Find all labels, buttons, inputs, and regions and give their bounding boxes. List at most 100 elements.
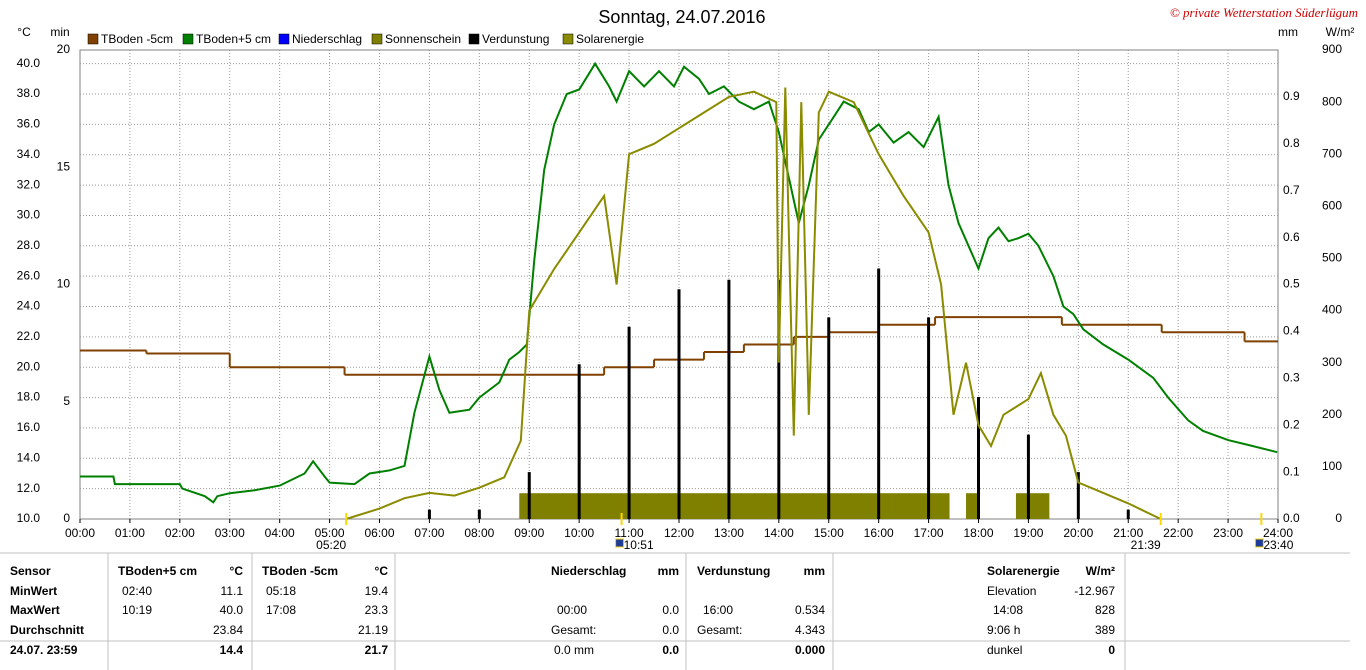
- table-cell: 828: [1095, 603, 1115, 617]
- table-cell: dunkel: [987, 643, 1022, 657]
- y-tick-label: 0.6: [1283, 230, 1300, 244]
- axis-unit: W/m²: [1326, 25, 1355, 39]
- x-tick-label: 02:00: [165, 526, 195, 540]
- marker-label: 21:39: [1131, 538, 1161, 552]
- y-tick-label: 900: [1322, 42, 1342, 56]
- table-cell: Elevation: [987, 584, 1036, 598]
- legend-swatch: [87, 33, 99, 45]
- legend-swatch: [562, 33, 574, 45]
- y-tick-label: 30.0: [17, 208, 41, 222]
- table-cell: 23.3: [365, 603, 389, 617]
- y-tick-label: 0: [1335, 511, 1342, 525]
- x-tick-label: 12:00: [664, 526, 694, 540]
- y-tick-label: 0.3: [1283, 370, 1300, 384]
- table-cell: 0.0 mm: [554, 643, 594, 657]
- table-cell: 17:08: [266, 603, 296, 617]
- marker-label: 23:40: [1263, 538, 1293, 552]
- y-tick-label: 5: [63, 394, 70, 408]
- y-tick-label: 0: [63, 511, 70, 525]
- interval-bar: [966, 493, 979, 519]
- table-cell: 19.4: [365, 584, 389, 598]
- table-cell: 02:40: [122, 584, 152, 598]
- y-tick-label: 500: [1322, 251, 1342, 265]
- interval-bar: [1015, 493, 1050, 519]
- marker-label: 10:51: [624, 538, 654, 552]
- axis-unit: °C: [17, 25, 31, 39]
- x-tick-label: 17:00: [914, 526, 944, 540]
- watermark: © private Wetterstation Süderlügum: [1170, 5, 1358, 20]
- y-tick-label: 10.0: [17, 511, 41, 525]
- table-cell: MaxWert: [10, 603, 60, 617]
- y-tick-label: 100: [1322, 459, 1342, 473]
- legend-label: Solarenergie: [576, 32, 644, 46]
- table-cell: Gesamt:: [697, 623, 742, 637]
- y-tick-label: 32.0: [17, 177, 41, 191]
- x-tick-label: 13:00: [714, 526, 744, 540]
- table-cell: 0: [1108, 643, 1115, 657]
- y-tick-label: 200: [1322, 407, 1342, 421]
- y-tick-label: 38.0: [17, 86, 41, 100]
- table-cell: 16:00: [703, 603, 733, 617]
- y-tick-label: 0.5: [1283, 277, 1300, 291]
- legend-swatch: [278, 33, 290, 45]
- legend-swatch: [371, 33, 383, 45]
- y-tick-label: 36.0: [17, 117, 41, 131]
- x-tick-label: 01:00: [115, 526, 145, 540]
- table-cell: 14.4: [220, 643, 244, 657]
- legend-swatch: [182, 33, 194, 45]
- y-tick-label: 15: [57, 159, 71, 173]
- table-cell: Niederschlag: [551, 564, 626, 578]
- table-cell: 0.000: [795, 643, 825, 657]
- legend-label: Sonnenschein: [385, 32, 461, 46]
- x-tick-label: 18:00: [963, 526, 993, 540]
- y-tick-label: 0.8: [1283, 136, 1300, 150]
- table-cell: W/m²: [1086, 564, 1115, 578]
- table-cell: TBoden -5cm: [262, 564, 338, 578]
- x-tick-label: 11:00: [615, 526, 644, 540]
- chart-title: Sonntag, 24.07.2016: [598, 7, 765, 27]
- y-tick-label: 400: [1322, 303, 1342, 317]
- y-tick-label: 20: [57, 42, 71, 56]
- y-tick-label: 0.9: [1283, 89, 1300, 103]
- axis-unit: min: [50, 25, 69, 39]
- marker-icon: [615, 538, 625, 548]
- table-cell: Solarenergie: [987, 564, 1060, 578]
- legend-label: TBoden+5 cm: [196, 32, 271, 46]
- x-tick-label: 03:00: [215, 526, 245, 540]
- x-tick-label: 22:00: [1163, 526, 1193, 540]
- y-tick-label: 600: [1322, 199, 1342, 213]
- table-cell: 10:19: [122, 603, 152, 617]
- table-cell: 0.0: [662, 623, 679, 637]
- y-tick-label: 0.1: [1283, 464, 1300, 478]
- y-tick-label: 28.0: [17, 238, 41, 252]
- table-cell: °C: [230, 564, 244, 578]
- y-tick-label: 0.4: [1283, 324, 1300, 338]
- y-tick-label: 18.0: [17, 390, 41, 404]
- table-cell: Sensor: [10, 564, 51, 578]
- table-cell: 11.1: [221, 584, 244, 598]
- table-cell: 0.0: [662, 603, 679, 617]
- y-tick-label: 0.7: [1283, 183, 1300, 197]
- x-tick-label: 24:00: [1263, 526, 1293, 540]
- table-cell: TBoden+5 cm: [118, 564, 197, 578]
- x-tick-label: 10:00: [564, 526, 594, 540]
- x-tick-label: 09:00: [514, 526, 544, 540]
- table-cell: 00:00: [557, 603, 587, 617]
- y-tick-label: 0.0: [1283, 511, 1300, 525]
- x-tick-label: 08:00: [464, 526, 494, 540]
- y-tick-label: 0.2: [1283, 417, 1300, 431]
- y-tick-label: 300: [1322, 355, 1342, 369]
- axis-unit: mm: [1278, 25, 1298, 39]
- table-cell: mm: [658, 564, 679, 578]
- table-cell: 0.534: [795, 603, 825, 617]
- y-tick-label: 14.0: [17, 450, 41, 464]
- table-cell: 21.7: [365, 643, 389, 657]
- y-tick-label: 40.0: [17, 56, 41, 70]
- table-cell: -12.967: [1074, 584, 1115, 598]
- table-cell: °C: [375, 564, 389, 578]
- y-tick-label: 22.0: [17, 329, 41, 343]
- table-cell: 0.0: [662, 643, 679, 657]
